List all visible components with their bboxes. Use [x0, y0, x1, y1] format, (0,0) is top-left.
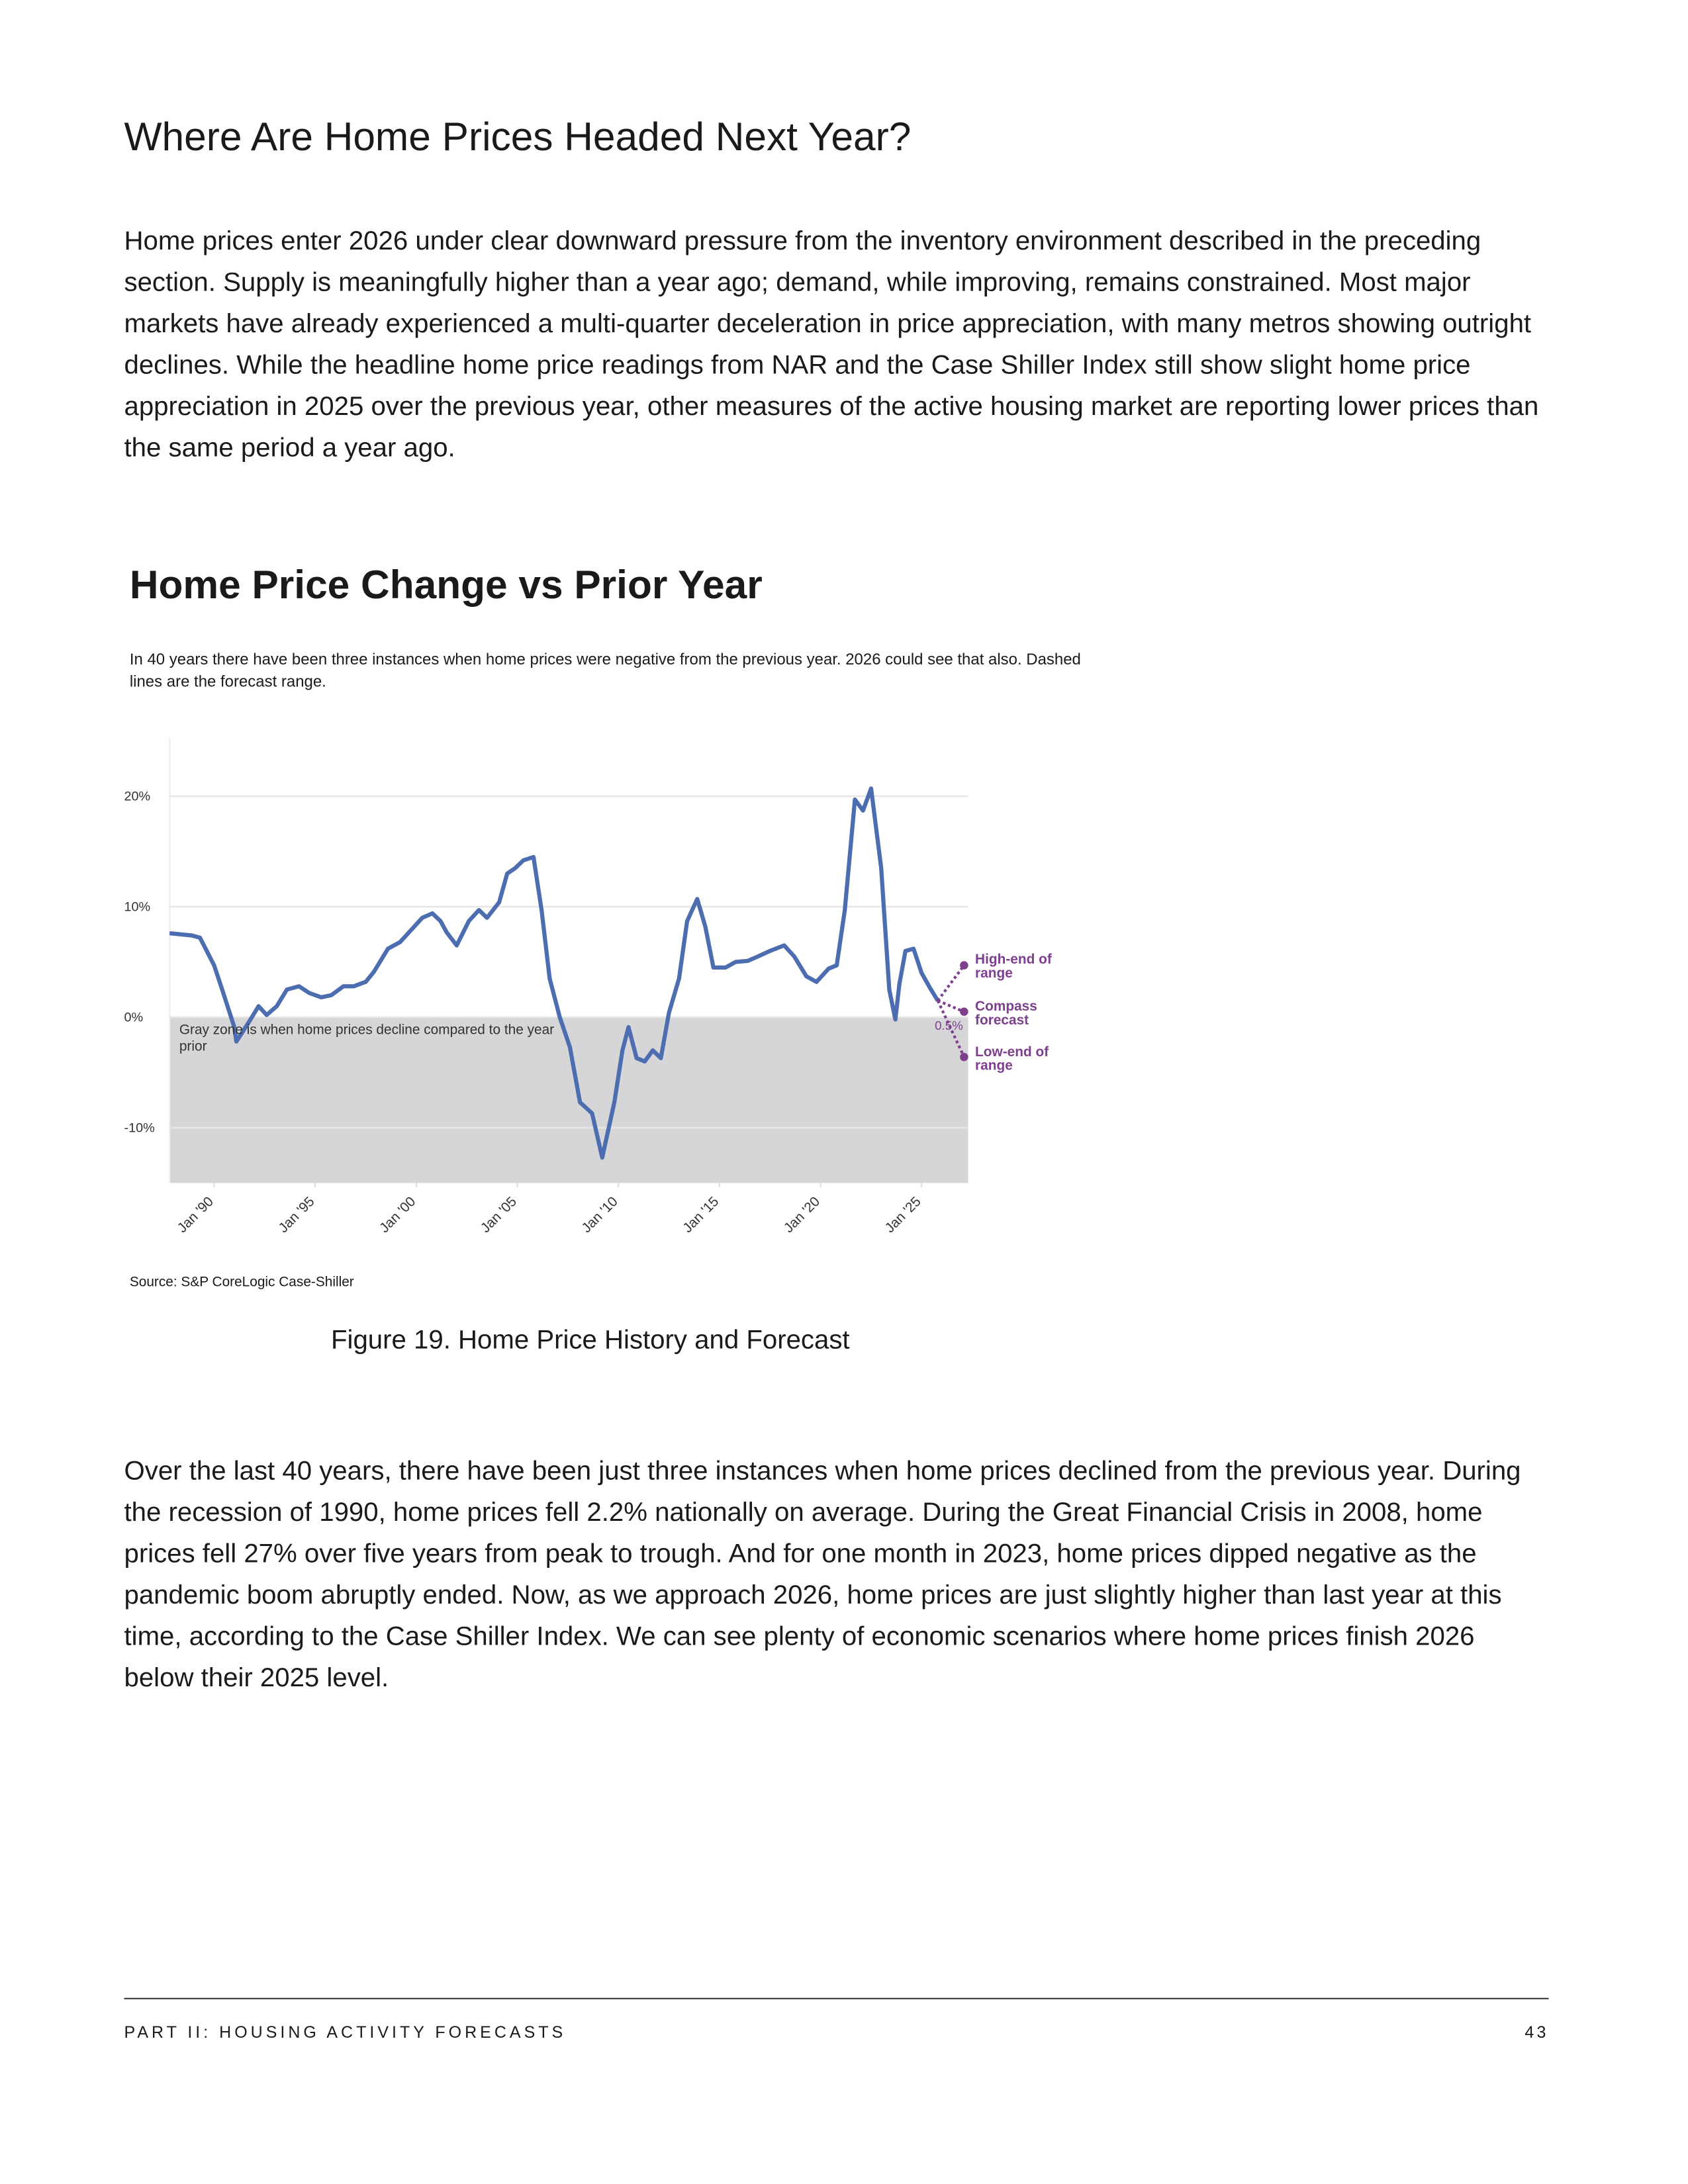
data-label: 0.5%	[935, 1019, 963, 1032]
x-tick-label: Jan '15	[680, 1194, 722, 1236]
x-tick-label: Jan '00	[377, 1194, 418, 1236]
forecast-point	[960, 1052, 968, 1062]
chart-subtitle: In 40 years there have been three instan…	[129, 652, 1081, 691]
x-tick-label: Jan '10	[579, 1194, 620, 1236]
y-tick-label: 10%	[124, 899, 150, 914]
y-tick-label: -10%	[124, 1120, 154, 1135]
chart: 20% 10% 0% -10% Jan '90 Jan '95 Jan '00 Jan '05…	[124, 737, 968, 1236]
paragraph: Over the last 40 years, there have been …	[124, 1457, 1521, 1694]
forecast-line	[937, 999, 965, 1013]
x-tick-label: Jan '25	[882, 1194, 923, 1236]
forecast-line	[936, 1000, 966, 1058]
y-tick-label: 20%	[124, 789, 150, 803]
x-tick-label: Jan '90	[175, 1194, 216, 1236]
chart-source: Source: S&P CoreLogic Case-Shiller	[129, 1275, 354, 1291]
chart-title: Home Price Change vs Prior Year	[129, 564, 763, 608]
series-label: High-end of range	[975, 952, 1052, 982]
footer-rule	[124, 1997, 1549, 1999]
series-label: Compass forecast	[975, 999, 1037, 1028]
page-number: 43	[1524, 2023, 1549, 2042]
x-tick-label: Jan '05	[478, 1194, 520, 1236]
y-tick-label: 0%	[124, 1010, 143, 1024]
chart-annotation: Gray zone is when home prices decline co…	[179, 1023, 555, 1055]
data-line	[169, 786, 940, 1160]
paragraph: Home prices enter 2026 under clear downw…	[124, 227, 1539, 463]
forecast-point	[960, 1007, 968, 1016]
page-title: Where Are Home Prices Headed Next Year?	[124, 115, 912, 160]
series-label: Low-end of range	[975, 1044, 1049, 1074]
forecast-point	[960, 961, 968, 970]
x-tick-label: Jan '95	[275, 1194, 317, 1236]
figure-caption: Figure 19. Home Price History and Foreca…	[330, 1326, 850, 1355]
forecast-line	[937, 964, 966, 1002]
x-tick-label: Jan '20	[781, 1194, 823, 1236]
footer-section: PART II: HOUSING ACTIVITY FORECASTS	[124, 2023, 567, 2042]
